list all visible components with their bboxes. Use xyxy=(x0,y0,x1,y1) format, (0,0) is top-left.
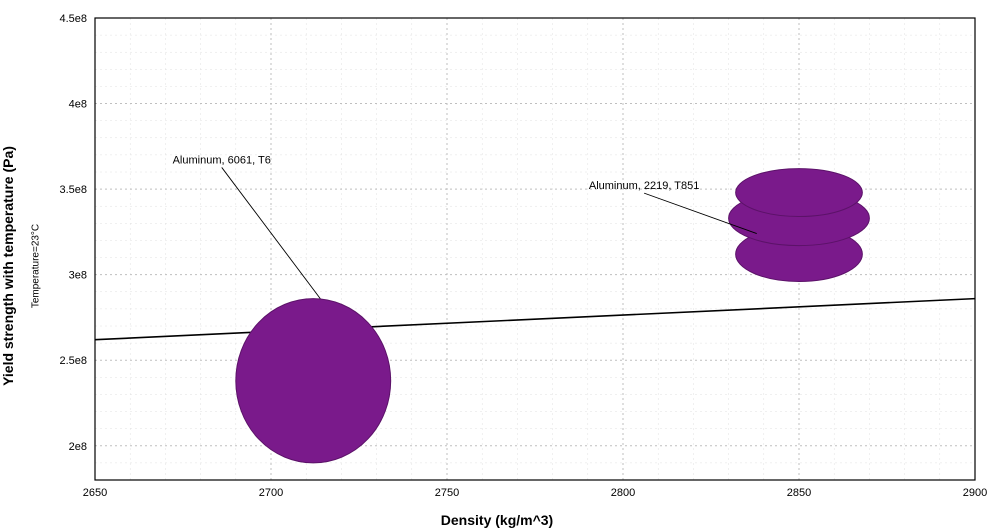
x-tick-label: 2650 xyxy=(83,487,107,499)
y-axis-label: Yield strength with temperature (Pa) xyxy=(0,146,16,386)
y-tick-label: 4e8 xyxy=(69,99,87,111)
y-tick-label: 2e8 xyxy=(69,441,87,453)
chart-svg: 2650 2700 2750 2800 2850 2900 2e8 2.5e8 3e8 3.5e8… xyxy=(0,0,994,532)
x-tick-label: 2900 xyxy=(963,487,987,499)
material-bubble[interactable] xyxy=(736,169,863,217)
y-tick-label: 3e8 xyxy=(69,270,87,282)
x-tick-label: 2850 xyxy=(787,487,811,499)
chart-container: 2650 2700 2750 2800 2850 2900 2e8 2.5e8 3e8 3.5e8… xyxy=(0,0,994,532)
y-tick-label: 2.5e8 xyxy=(59,355,87,367)
material-bubble[interactable] xyxy=(236,299,391,463)
callout-label: Aluminum, 6061, T6 xyxy=(173,154,271,166)
x-axis-label: Density (kg/m^3) xyxy=(441,512,553,528)
y-tick-label: 3.5e8 xyxy=(59,184,87,196)
y-axis-sublabel: Temperature=23°C xyxy=(31,224,42,308)
y-tick-label: 4.5e8 xyxy=(59,13,87,25)
x-tick-label: 2800 xyxy=(611,487,635,499)
x-tick-label: 2700 xyxy=(259,487,283,499)
callout-label: Aluminum, 2219, T851 xyxy=(589,180,699,192)
x-tick-label: 2750 xyxy=(435,487,459,499)
